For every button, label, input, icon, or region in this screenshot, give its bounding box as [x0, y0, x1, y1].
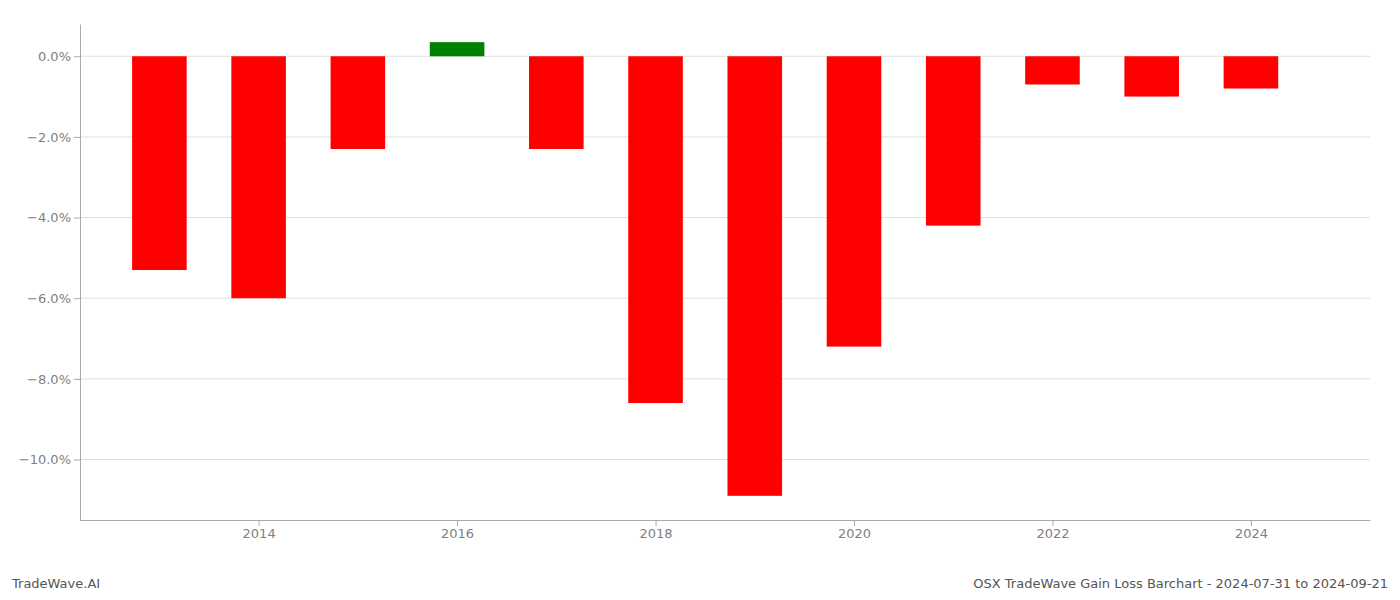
x-tick: 2020	[838, 520, 871, 541]
x-tick-mark	[656, 520, 657, 526]
y-axis: 0.0% −2.0% −4.0% −6.0% −8.0% −10.0%	[19, 25, 81, 521]
x-tick: 2018	[639, 520, 672, 541]
y-tick-label: 0.0%	[38, 49, 71, 64]
grid	[80, 56, 1370, 459]
x-tick-label: 2020	[838, 526, 871, 541]
bar	[1124, 56, 1179, 96]
bar	[827, 56, 882, 346]
y-tick-mark	[74, 218, 80, 219]
bar	[1224, 56, 1279, 88]
y-tick-mark	[74, 379, 80, 380]
x-axis: 2014 2016 2018 2020 2022 2024	[81, 520, 1371, 541]
y-tick: −6.0%	[27, 291, 80, 306]
y-tick-label: −2.0%	[27, 130, 71, 145]
y-tick: 0.0%	[38, 49, 80, 64]
y-tick-label: −10.0%	[19, 452, 71, 467]
x-tick: 2022	[1036, 520, 1069, 541]
y-tick-mark	[74, 56, 80, 57]
bar	[231, 56, 286, 298]
footer: TradeWave.AI	[11, 576, 100, 591]
title: OSX TradeWave Gain Loss Barchart - 2024-…	[973, 576, 1388, 591]
y-tick-mark	[74, 137, 80, 138]
x-tick-label: 2018	[639, 526, 672, 541]
x-tick-label: 2022	[1036, 526, 1069, 541]
bar	[529, 56, 584, 149]
x-tick-mark	[854, 520, 855, 526]
y-tick-mark	[74, 298, 80, 299]
y-tick: −10.0%	[19, 452, 80, 467]
bars	[132, 42, 1278, 496]
bar	[331, 56, 386, 149]
x-tick-label: 2016	[441, 526, 474, 541]
bar	[430, 42, 485, 56]
grid-line	[80, 378, 1370, 379]
y-tick-label: −6.0%	[27, 291, 71, 306]
x-tick: 2014	[243, 520, 276, 541]
x-tick-mark	[1251, 520, 1252, 526]
bar	[926, 56, 981, 225]
y-tick-label: −4.0%	[27, 210, 71, 225]
grid-line	[80, 459, 1370, 460]
x-tick-mark	[259, 520, 260, 526]
y-tick: −8.0%	[27, 372, 80, 387]
chart-svg: 2014 2016 2018 2020 2022 2024 0.0% −2.0% −4.0% −6…	[0, 0, 1400, 600]
bar	[727, 56, 782, 496]
y-tick: −4.0%	[27, 210, 80, 225]
y-tick: −2.0%	[27, 130, 80, 145]
bar	[628, 56, 683, 403]
x-tick: 2024	[1235, 520, 1268, 541]
x-axis-line	[81, 520, 1371, 521]
y-axis-line	[80, 25, 81, 521]
bar	[132, 56, 187, 270]
x-tick-label: 2014	[243, 526, 276, 541]
x-tick: 2016	[441, 520, 474, 541]
bar	[1025, 56, 1080, 84]
x-tick-label: 2024	[1235, 526, 1268, 541]
y-tick-label: −8.0%	[27, 372, 71, 387]
x-tick-mark	[457, 520, 458, 526]
x-tick-mark	[1052, 520, 1053, 526]
y-tick-mark	[74, 460, 80, 461]
